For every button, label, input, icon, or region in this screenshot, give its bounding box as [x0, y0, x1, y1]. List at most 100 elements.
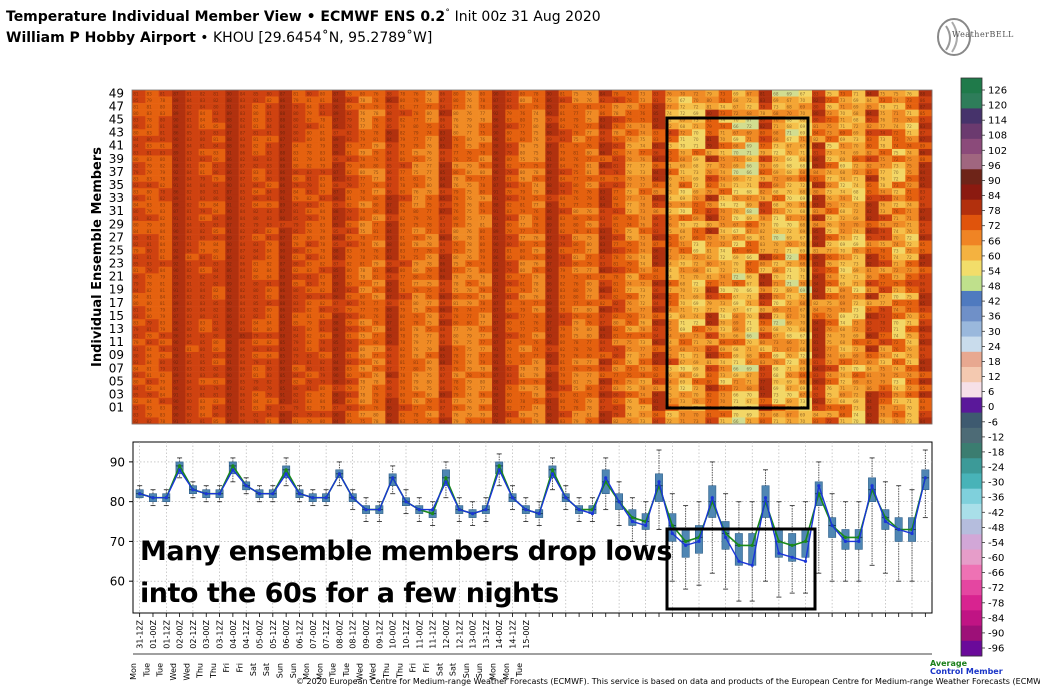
heatmap-cell-value: 89 — [280, 104, 286, 109]
heatmap-cell-value: 87 — [387, 399, 393, 404]
heatmap-cell-value: 90 — [227, 196, 233, 201]
heatmap-cell — [358, 155, 373, 163]
heatmap-cell-value: 81 — [160, 131, 166, 136]
heatmap-cell — [412, 201, 426, 209]
heatmap-cell — [225, 351, 239, 359]
heatmap-cell-value: 86 — [240, 393, 246, 398]
heatmap-cell — [412, 332, 426, 340]
heatmap-cell — [772, 351, 786, 359]
heatmap-cell — [438, 247, 453, 255]
heatmap-cell-value: 78 — [480, 98, 486, 103]
heatmap-cell — [625, 293, 639, 300]
heatmap-cell — [425, 332, 439, 340]
heatmap-cell-value: 82 — [147, 216, 153, 221]
heatmap-cell-value: 83 — [160, 321, 166, 326]
heatmap-cell — [212, 162, 226, 169]
heatmap-cell — [785, 260, 799, 268]
heatmap-cell-value: 86 — [387, 380, 393, 385]
heatmap-cell — [665, 371, 679, 379]
heatmap-cell-value: 85 — [333, 124, 339, 129]
heatmap-cell — [718, 122, 733, 130]
heatmap-cell — [532, 279, 546, 287]
heatmap-cell-value: 82 — [400, 118, 406, 123]
heatmap-cell-value: 82 — [213, 288, 219, 293]
heatmap-cell — [545, 338, 559, 346]
heatmap-cell — [772, 410, 786, 418]
heatmap-cell-value: 77 — [533, 301, 539, 306]
heatmap-cell — [785, 266, 799, 274]
heatmap-cell — [252, 175, 266, 182]
heatmap-cell — [745, 253, 759, 261]
heatmap-cell — [465, 371, 479, 379]
heatmap-cell — [732, 279, 746, 287]
heatmap-cell — [518, 188, 533, 196]
heatmap-cell-value: 90 — [493, 137, 499, 142]
heatmap-cell — [465, 214, 479, 222]
heatmap-cell-value: 78 — [480, 366, 486, 371]
heatmap-cell — [385, 214, 399, 222]
heatmap-cell-value: 80 — [453, 235, 459, 240]
heatmap-cell — [652, 207, 666, 215]
heatmap-cell — [332, 404, 346, 412]
heatmap-cell-value: 89 — [173, 98, 179, 103]
heatmap-cell — [425, 227, 439, 235]
heatmap-cell — [612, 135, 626, 143]
heatmap-cell — [665, 96, 679, 104]
heatmap-cell — [212, 273, 226, 281]
heatmap-cell — [318, 325, 333, 333]
heatmap-cell-value: 83 — [307, 249, 313, 254]
heatmap-cell-value: 87 — [600, 321, 606, 326]
heatmap-cell-value: 87 — [227, 190, 233, 195]
heatmap-cell — [358, 227, 373, 235]
heatmap-cell-value: 89 — [227, 380, 233, 385]
heatmap-cell — [385, 273, 399, 281]
heatmap-cell-value: 86 — [600, 393, 606, 398]
heatmap-cell — [772, 142, 786, 150]
heatmap-cell — [572, 116, 586, 124]
heatmap-cell-value: 81 — [613, 209, 619, 214]
heatmap-cell — [705, 266, 719, 274]
heatmap-cell-value: 82 — [213, 98, 219, 103]
heatmap-cell-value: 84 — [213, 275, 219, 280]
heatmap-cell — [452, 417, 466, 425]
heatmap-cell-value: 87 — [280, 380, 286, 385]
heatmap-cell-value: 82 — [200, 275, 206, 280]
heatmap-cell-value: 81 — [400, 104, 406, 109]
heatmap-cell-value: 79 — [573, 327, 579, 332]
heatmap-cell-value: 79 — [320, 216, 326, 221]
heatmap-cell-value: 77 — [520, 393, 526, 398]
heatmap-cell-value: 83 — [307, 281, 313, 286]
heatmap-cell — [185, 155, 199, 163]
heatmap-cell-value: 75 — [587, 380, 593, 385]
heatmap-cell — [252, 148, 266, 156]
heatmap-cell-value: 80 — [400, 222, 406, 227]
heatmap-cell — [758, 227, 773, 235]
heatmap-cell-value: 82 — [347, 203, 353, 208]
heatmap-cell — [665, 175, 679, 182]
heatmap-cell — [225, 155, 239, 163]
heatmap-cell — [505, 220, 519, 228]
heatmap-cell-value: 81 — [320, 124, 326, 129]
heatmap-cell — [692, 90, 706, 97]
heatmap-cell — [745, 122, 759, 130]
heatmap-cell-value: 88 — [387, 373, 393, 378]
heatmap-cell — [465, 162, 479, 169]
heatmap-cell-value: 79 — [213, 386, 219, 391]
heatmap-cell-value: 77 — [520, 229, 526, 234]
heatmap-cell-value: 76 — [453, 366, 459, 371]
heatmap-cell-value: 85 — [333, 340, 339, 345]
heatmap-cell-value: 87 — [333, 170, 339, 175]
heatmap-cell — [505, 227, 519, 235]
heatmap-cell-value: 83 — [307, 353, 313, 358]
heatmap-cell — [158, 207, 173, 215]
heatmap-cell — [292, 365, 306, 372]
heatmap-cell — [505, 358, 519, 366]
heatmap-cell — [305, 175, 319, 182]
heatmap-cell — [185, 345, 199, 353]
heatmap-cell — [278, 175, 293, 182]
heatmap-cell — [198, 391, 213, 399]
heatmap-cell — [558, 148, 573, 156]
heatmap-cell — [198, 404, 213, 412]
heatmap-cell-value: 82 — [293, 412, 299, 417]
heatmap-cell — [172, 266, 186, 274]
